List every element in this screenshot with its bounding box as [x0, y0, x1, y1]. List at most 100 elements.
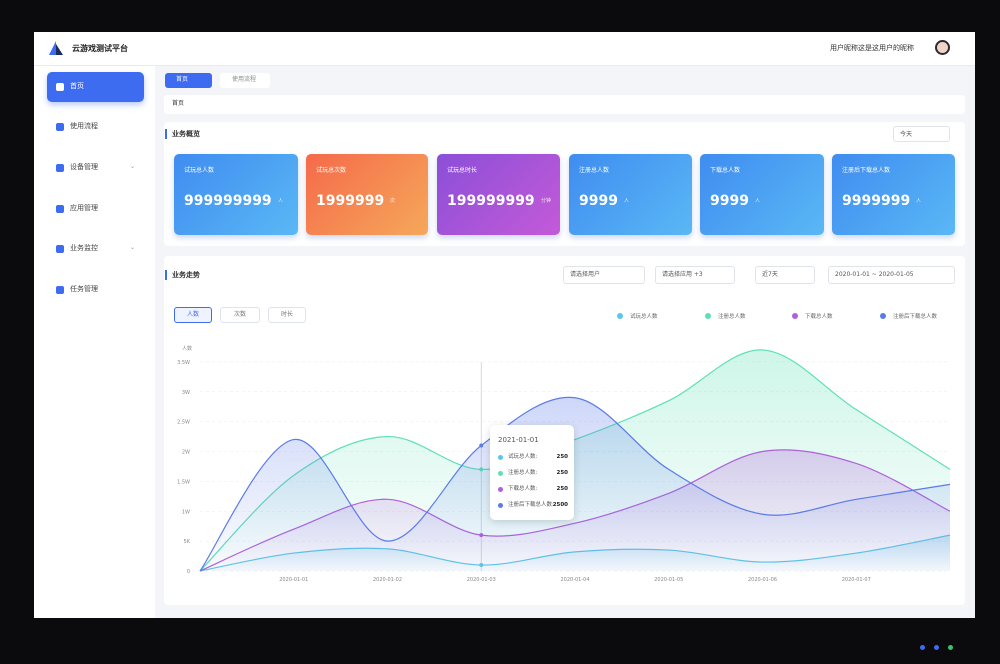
nav-item[interactable]: 使用流程: [70, 122, 98, 130]
y-tick-label: 3.5W: [177, 360, 190, 366]
filter[interactable]: 2020-01-01 ~ 2020-01-05: [828, 266, 955, 284]
card-unit: 次: [390, 198, 396, 204]
legend-label: 注册后下载总人数: [893, 312, 938, 320]
nav-icon: [56, 164, 64, 172]
tooltip-value: 250: [556, 470, 568, 476]
filter[interactable]: 请选择应用 +3: [655, 266, 735, 284]
card-value: 9999: [710, 193, 749, 209]
hover-point: [479, 443, 484, 448]
period-select[interactable]: 今天: [893, 126, 950, 142]
y-tick-label: 5K: [184, 539, 191, 545]
breadcrumb: 首页: [172, 100, 185, 107]
card-label: 注册总人数: [579, 167, 610, 174]
nav-item[interactable]: 任务管理: [70, 285, 98, 293]
metric-label[interactable]: 时长: [280, 311, 293, 318]
card-unit: 人: [278, 198, 284, 204]
x-tick-label: 2020-01-05: [654, 577, 683, 583]
stat-card: [174, 154, 298, 235]
tooltip: [490, 425, 574, 520]
card-label: 试玩总人数: [184, 167, 215, 174]
nav-icon: [56, 83, 64, 91]
header: [34, 32, 975, 66]
legend-dot: [880, 313, 886, 319]
filter[interactable]: 近7天: [755, 266, 815, 284]
x-tick-label: 2020-01-01: [279, 577, 308, 583]
stat-card: [700, 154, 824, 235]
user-name[interactable]: 用户昵称这是这用户的昵称: [830, 44, 914, 52]
x-tick-label: 2020-01-03: [467, 577, 496, 583]
card-value: 1999999: [316, 193, 385, 209]
tab-active[interactable]: [165, 73, 212, 88]
y-axis-label: 人数: [182, 345, 192, 352]
tooltip-name: 注册后下载总人数:: [508, 502, 554, 508]
tooltip-value: 250: [556, 486, 568, 492]
avatar[interactable]: [935, 40, 950, 55]
tab[interactable]: 首页: [176, 76, 189, 83]
nav-arrow: ⌄: [130, 163, 136, 170]
section-bar: [165, 270, 167, 280]
x-tick-label: 2020-01-07: [842, 577, 871, 583]
nav-item[interactable]: 应用管理: [70, 204, 98, 212]
metric-label[interactable]: 次数: [233, 311, 246, 318]
section-title: 业务概览: [172, 130, 200, 138]
tooltip-value: 2500: [552, 502, 568, 508]
card-label: 试玩总次数: [316, 167, 347, 174]
legend-label: 注册总人数: [718, 312, 746, 320]
nav-arrow: ⌄: [130, 244, 136, 251]
y-tick-label: 2W: [182, 450, 190, 456]
nav-item[interactable]: 设备管理: [70, 163, 98, 171]
line: [199, 396, 951, 572]
stat-card: [306, 154, 428, 235]
tooltip-title: 2021-01-01: [498, 436, 539, 444]
tooltip-value: 250: [556, 454, 568, 460]
card-unit: 人: [916, 198, 922, 204]
y-tick-label: 3W: [182, 390, 190, 396]
legend-dot: [705, 313, 711, 319]
stat-card: [437, 154, 560, 235]
tooltip-name: 注册总人数:: [508, 470, 538, 476]
y-tick-label: 0: [187, 569, 190, 575]
metric-label[interactable]: 人数: [186, 311, 199, 318]
stat-card: [569, 154, 692, 235]
tab[interactable]: 使用流程: [232, 76, 257, 83]
tooltip-name: 试玩总人数:: [508, 454, 538, 460]
nav-item[interactable]: 业务监控: [70, 244, 98, 252]
nav-icon: [56, 123, 64, 131]
app-title: 云游戏测试平台: [72, 44, 128, 53]
legend-label: 试玩总人数: [630, 312, 658, 320]
card-label: 下载总人数: [710, 167, 741, 174]
card-value: 9999999: [842, 193, 911, 209]
x-tick-label: 2020-01-02: [373, 577, 402, 583]
card-label: 注册后下载总人数: [842, 167, 891, 174]
section-bar: [165, 129, 167, 139]
card-value: 9999: [579, 193, 618, 209]
metric-button[interactable]: [174, 307, 212, 323]
card-value: 999999999: [184, 193, 272, 209]
stat-card: [832, 154, 955, 235]
card-unit: 人: [755, 198, 761, 204]
card-unit: 分钟: [541, 198, 552, 204]
nav-icon: [56, 286, 64, 294]
metric-button[interactable]: [220, 307, 260, 323]
logo: [49, 41, 63, 55]
nav-item[interactable]: 首页: [70, 82, 84, 90]
dot: [948, 645, 953, 650]
card-unit: 人: [624, 198, 630, 204]
filter[interactable]: 请选择用户: [563, 266, 645, 284]
legend-dot: [617, 313, 623, 319]
tooltip-dot: [498, 455, 503, 460]
metric-button[interactable]: [268, 307, 306, 323]
tooltip-dot: [498, 487, 503, 492]
tooltip-name: 下载总人数:: [508, 486, 538, 492]
dot: [920, 645, 925, 650]
tooltip-dot: [498, 471, 503, 476]
x-tick-label: 2020-01-06: [748, 577, 777, 583]
dot: [934, 645, 939, 650]
nav-icon: [56, 205, 64, 213]
tab-bg[interactable]: [220, 73, 270, 88]
card-label: 试玩总时长: [447, 167, 478, 174]
area: [200, 397, 950, 571]
legend-dot: [792, 313, 798, 319]
y-tick-label: 2.5W: [177, 420, 190, 426]
